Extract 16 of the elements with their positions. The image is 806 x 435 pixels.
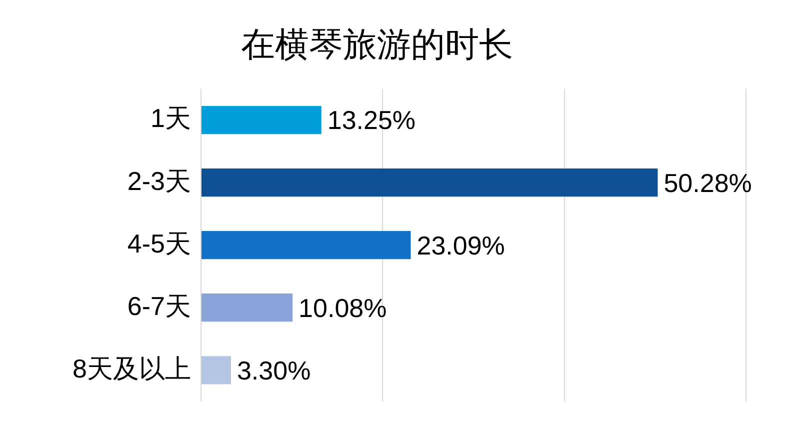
y-tick-label: 1天 (150, 103, 191, 134)
data-label: 13.25% (327, 105, 416, 136)
y-tick-label: 2-3天 (127, 166, 191, 196)
bar (202, 356, 231, 384)
bar (202, 294, 293, 322)
data-label: 10.08% (298, 292, 387, 323)
y-tick-label: 6-7天 (127, 290, 191, 321)
bar (202, 231, 411, 260)
data-label: 23.09% (416, 230, 505, 260)
chart-title: 在横琴旅游的时长 (241, 26, 513, 64)
y-tick-label: 4-5天 (127, 228, 191, 258)
data-label: 50.28% (664, 168, 752, 198)
y-tick-label: 8天及以上 (72, 353, 191, 384)
data-label: 3.30% (236, 355, 311, 386)
bar (202, 106, 322, 134)
bar (202, 168, 658, 197)
